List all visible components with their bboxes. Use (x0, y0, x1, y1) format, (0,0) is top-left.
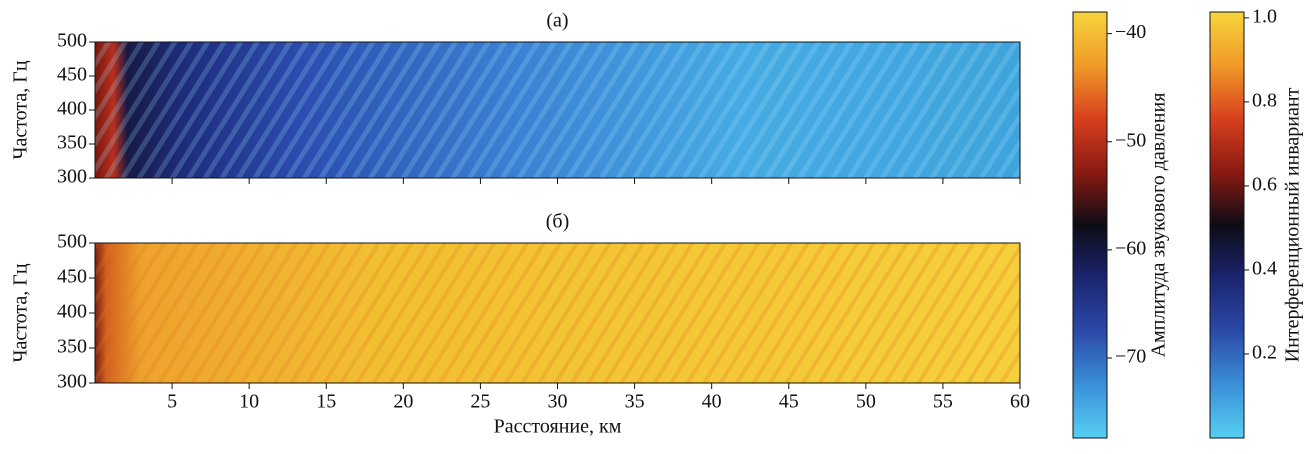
x-tick-label: 15 (316, 391, 336, 413)
colorbar-tick-label: 1.0 (1252, 5, 1277, 27)
x-tick-label: 45 (779, 391, 799, 413)
colorbar-tick-label: 0.2 (1252, 342, 1277, 364)
x-tick-label: 40 (702, 391, 722, 413)
y-tick-label: 500 (57, 231, 87, 253)
x-axis-label: Расстояние, км (494, 416, 622, 438)
heatmap-texture (95, 42, 1020, 178)
y-tick-label: 300 (57, 371, 87, 393)
panel-title: (б) (546, 211, 570, 233)
colorbar-tick-label: −40 (1115, 21, 1146, 43)
x-tick-label: 50 (856, 391, 876, 413)
colorbar-tick-label: 0.4 (1252, 258, 1277, 280)
x-tick-label: 60 (1010, 391, 1030, 413)
y-axis-label: Частота, Гц (10, 60, 32, 159)
y-tick-label: 300 (57, 166, 87, 188)
panel-title: (а) (546, 10, 568, 32)
colorbar-tick-label: 0.8 (1252, 89, 1277, 111)
colorbar-tick-label: −70 (1115, 346, 1146, 368)
x-tick-label: 5 (167, 391, 177, 413)
colorbar-tick-label: −50 (1115, 129, 1146, 151)
x-tick-label: 35 (625, 391, 645, 413)
y-tick-label: 450 (57, 266, 87, 288)
y-tick-label: 500 (57, 30, 87, 52)
colorbar-tick-label: 0.6 (1252, 174, 1277, 196)
x-tick-label: 25 (470, 391, 490, 413)
x-tick-label: 10 (239, 391, 259, 413)
x-tick-label: 20 (393, 391, 413, 413)
y-tick-label: 350 (57, 132, 87, 154)
x-tick-label: 30 (548, 391, 568, 413)
colorbar (1209, 11, 1245, 439)
x-tick-label: 55 (933, 391, 953, 413)
y-tick-label: 400 (57, 98, 87, 120)
colorbar-label: Амплитуда звукового давления (1148, 93, 1170, 358)
heatmap-texture (95, 243, 1020, 383)
y-tick-label: 400 (57, 301, 87, 323)
y-tick-label: 350 (57, 336, 87, 358)
colorbar (1072, 11, 1108, 439)
y-axis-label: Частота, Гц (10, 263, 32, 362)
y-tick-label: 450 (57, 64, 87, 86)
colorbar-tick-label: −60 (1115, 237, 1146, 259)
colorbar-label: Интерференционный инвариант (1282, 87, 1304, 362)
